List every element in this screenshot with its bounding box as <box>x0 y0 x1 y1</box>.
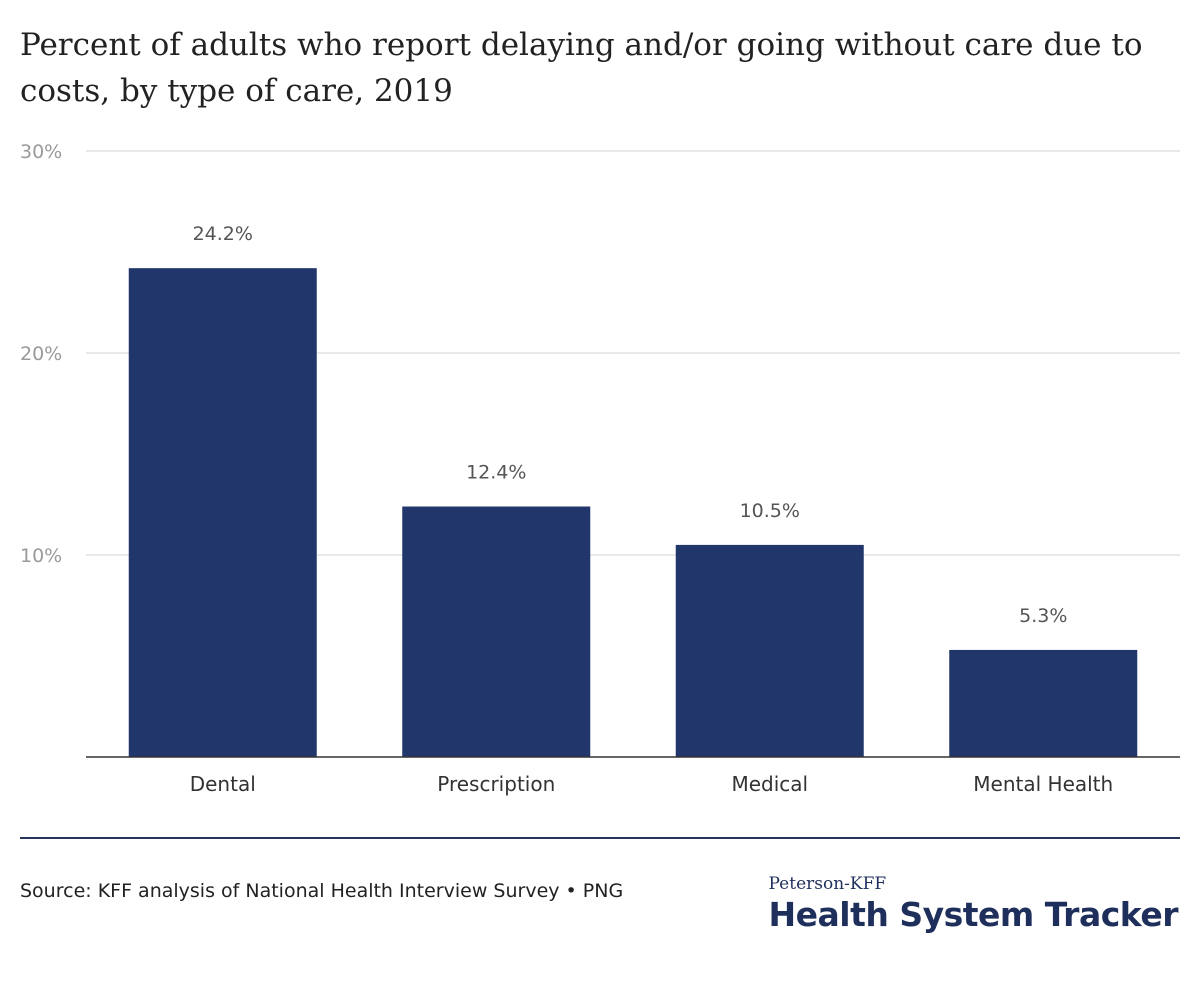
x-tick-label: Dental <box>190 772 256 796</box>
brand-subtitle: Peterson-KFF <box>768 874 887 894</box>
data-label: 10.5% <box>740 500 800 522</box>
x-tick-label: Prescription <box>437 772 555 796</box>
chart-title: Percent of adults who report delaying an… <box>20 27 1143 109</box>
data-label: 12.4% <box>466 462 526 484</box>
bar-chart: 10% 20% 30% 24.2% Dental 12.4% Prescription 10.… <box>20 141 1180 796</box>
data-label: 24.2% <box>193 223 253 245</box>
source-note: Source: KFF analysis of National Health … <box>20 880 624 902</box>
data-label: 5.3% <box>1019 605 1067 627</box>
brand-logo: Peterson-KFF Health System Tracker <box>769 874 1179 936</box>
bar <box>949 649 1138 757</box>
brand-title: Health System Tracker <box>768 895 1179 934</box>
x-tick-label: Medical <box>731 772 808 796</box>
bar <box>402 506 591 757</box>
bar <box>675 544 864 757</box>
y-tick-label: 30% <box>20 141 62 163</box>
footer-divider <box>20 837 1180 839</box>
bar <box>128 268 317 757</box>
y-tick-label: 20% <box>20 343 62 365</box>
y-tick-label: 10% <box>20 545 62 567</box>
x-tick-label: Mental Health <box>973 772 1113 796</box>
